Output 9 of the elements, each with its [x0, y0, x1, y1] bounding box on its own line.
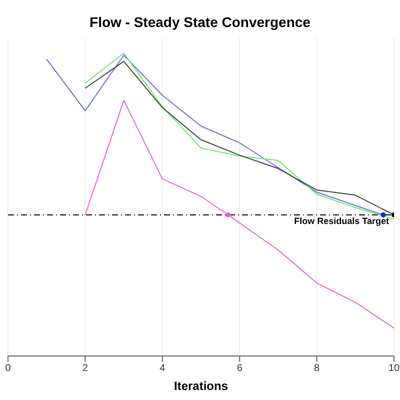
x-tick-label: 8 [314, 363, 320, 374]
x-tick-label: 0 [5, 363, 12, 374]
x-tick-label: 2 [82, 363, 88, 374]
x-tick-label: 4 [160, 363, 166, 374]
x-axis-title: Iterations [174, 379, 228, 393]
chart-title: Flow - Steady State Convergence [88, 14, 312, 32]
x-tick-label: 6 [236, 363, 243, 374]
x-tick-label: 10 [388, 363, 400, 374]
ref-line-label: Flow Residuals Target [294, 216, 389, 226]
